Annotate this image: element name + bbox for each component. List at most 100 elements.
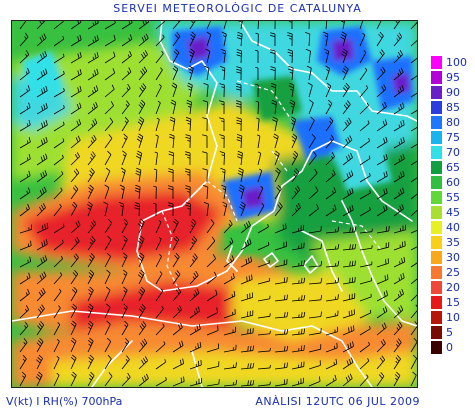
wind-barb bbox=[121, 67, 132, 81]
wind-barb bbox=[53, 187, 63, 200]
legend-label: 10 bbox=[446, 311, 460, 324]
wind-barb bbox=[308, 116, 315, 132]
legend-swatch bbox=[431, 191, 442, 204]
wind-barb bbox=[274, 150, 280, 166]
wind-barb bbox=[291, 294, 306, 302]
legend-swatch bbox=[431, 86, 442, 99]
wind-barb bbox=[325, 358, 338, 370]
wind-barb bbox=[291, 224, 305, 234]
wind-barb bbox=[189, 21, 196, 30]
wind-barb bbox=[308, 294, 323, 302]
wind-barb bbox=[291, 361, 305, 370]
wind-barb bbox=[223, 326, 237, 336]
legend-label: 80 bbox=[446, 116, 460, 129]
wind-barb bbox=[291, 203, 301, 217]
wind-barb bbox=[104, 68, 116, 81]
wind-barb bbox=[155, 50, 164, 64]
wind-barb bbox=[87, 151, 96, 166]
wind-barb bbox=[325, 204, 337, 217]
wind-barb bbox=[393, 137, 405, 149]
wind-barb bbox=[308, 21, 310, 30]
wind-barb bbox=[342, 170, 354, 183]
wind-barb bbox=[323, 31, 329, 47]
wind-barb bbox=[121, 83, 131, 98]
wind-barb bbox=[138, 269, 145, 285]
legend-swatch bbox=[431, 311, 442, 324]
wind-barb bbox=[155, 323, 165, 336]
legend-swatch bbox=[431, 296, 442, 309]
wind-barb bbox=[202, 168, 208, 183]
wind-barb bbox=[291, 377, 304, 387]
wind-barb bbox=[410, 304, 417, 319]
wind-barb bbox=[121, 100, 130, 115]
legend-label: 100 bbox=[446, 56, 467, 69]
wind-barb bbox=[53, 104, 65, 115]
wind-barb bbox=[257, 260, 270, 268]
wind-barb bbox=[240, 256, 253, 268]
wind-barb bbox=[376, 136, 388, 149]
wind-barb bbox=[202, 151, 208, 166]
wind-barb bbox=[121, 235, 128, 251]
legend-label: 85 bbox=[446, 101, 460, 114]
wind-barb bbox=[359, 85, 369, 98]
wind-barb bbox=[87, 167, 95, 183]
analysis-time-label: ANÀLISI 12UTC 06 JUL 2009 bbox=[255, 395, 420, 408]
wind-barb bbox=[410, 371, 417, 387]
wind-barb bbox=[70, 34, 82, 47]
wind-barb bbox=[274, 277, 288, 285]
wind-barb bbox=[236, 134, 243, 149]
wind-barb bbox=[19, 21, 27, 30]
wind-barb bbox=[393, 170, 405, 183]
wind-barb bbox=[185, 151, 191, 166]
wind-barb bbox=[342, 341, 354, 353]
wind-barb bbox=[121, 252, 128, 268]
wind-barb bbox=[342, 373, 353, 387]
wind-barb bbox=[19, 67, 30, 81]
wind-barb bbox=[153, 168, 158, 183]
wind-barb bbox=[19, 85, 31, 98]
wind-barb bbox=[359, 293, 372, 302]
wind-barb bbox=[305, 48, 311, 64]
wind-barb bbox=[138, 83, 147, 98]
wind-barb bbox=[342, 260, 356, 268]
wind-barb bbox=[36, 255, 48, 268]
legend-label: 25 bbox=[446, 266, 460, 279]
wind-barb bbox=[172, 65, 179, 81]
wind-barb bbox=[376, 225, 390, 234]
wind-barb bbox=[118, 201, 124, 217]
wind-barb bbox=[155, 83, 162, 98]
wind-barb bbox=[36, 120, 48, 132]
wind-barb bbox=[104, 286, 111, 302]
wind-barb bbox=[136, 150, 143, 166]
wind-barb bbox=[70, 337, 77, 353]
wind-barb bbox=[172, 235, 180, 251]
wind-barb bbox=[53, 272, 63, 285]
wind-barb bbox=[410, 262, 417, 268]
wind-barb bbox=[393, 204, 404, 217]
wind-barb bbox=[306, 65, 312, 81]
wind-barb bbox=[121, 116, 129, 132]
wind-barb bbox=[206, 21, 212, 30]
wind-barb bbox=[376, 372, 385, 387]
wind-barb bbox=[223, 273, 235, 285]
wind-barb bbox=[104, 150, 112, 166]
wind-barb bbox=[19, 50, 30, 64]
wind-barb bbox=[19, 288, 30, 302]
wind-barb bbox=[308, 186, 319, 200]
wind-barb bbox=[19, 338, 28, 353]
legend-swatch bbox=[431, 326, 442, 339]
wind-barb bbox=[172, 21, 181, 30]
wind-barb bbox=[70, 21, 82, 30]
wind-barb bbox=[154, 151, 158, 166]
wind-barb bbox=[257, 168, 263, 183]
wind-barb bbox=[287, 32, 293, 47]
wind-barb bbox=[410, 278, 417, 285]
wind-barb bbox=[87, 184, 94, 200]
wind-barb bbox=[87, 303, 94, 319]
legend-label: 95 bbox=[446, 71, 460, 84]
wind-barb bbox=[104, 167, 111, 183]
wind-barb bbox=[155, 305, 164, 319]
wind-barb bbox=[36, 287, 46, 302]
wind-barb bbox=[206, 271, 217, 285]
